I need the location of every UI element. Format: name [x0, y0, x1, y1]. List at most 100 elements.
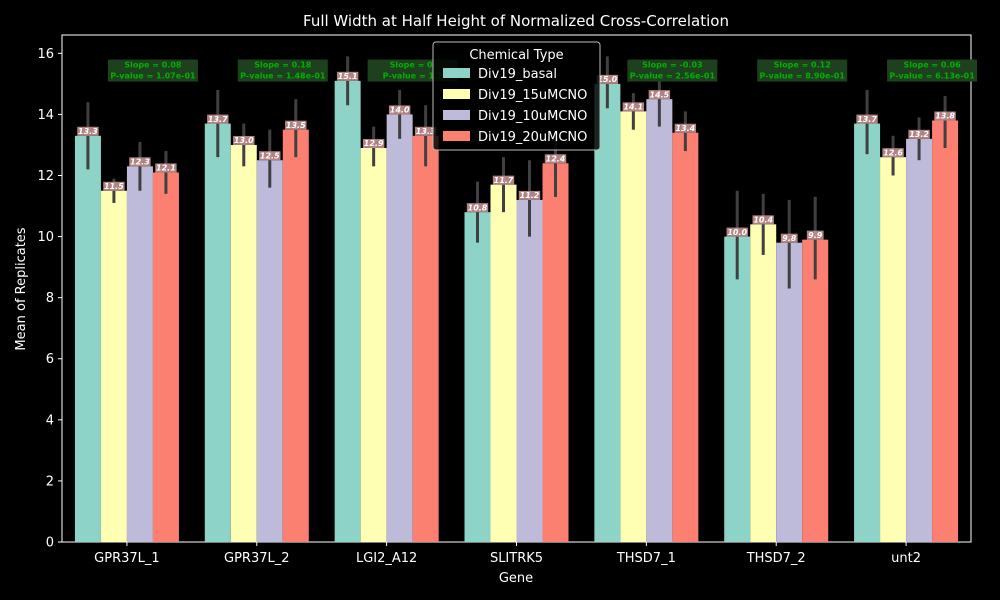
- legend-label: Div19_10uMCNO: [478, 109, 587, 124]
- stat-annotation-bg: [107, 59, 198, 82]
- data-label: 14.0: [390, 106, 410, 115]
- slope-annotation: Slope = 0.12: [774, 61, 831, 70]
- x-tick-label: unt2: [891, 551, 921, 566]
- data-label-bg: [806, 230, 824, 240]
- bar: [74, 135, 101, 542]
- bar: [256, 160, 283, 542]
- bar: [412, 135, 439, 542]
- data-label-bg: [518, 190, 541, 200]
- data-label-bg: [596, 74, 619, 84]
- data-label-bg: [336, 71, 359, 81]
- legend-label: Div19_basal: [478, 67, 557, 82]
- x-tick-label: GPR37L_1: [94, 551, 160, 566]
- slope-annotation: Slope = -0.03: [642, 61, 702, 70]
- data-label-bg: [155, 163, 177, 173]
- data-label-bg: [882, 148, 904, 158]
- y-tick-label: 4: [46, 413, 54, 428]
- plot-area: 13.3 11.5 12.3 12.1 13.7 13.0 12.5 13.5 15.1 12.9…: [61, 34, 978, 543]
- bar: [490, 184, 517, 543]
- data-label: 12.9: [364, 139, 384, 148]
- bar: [724, 236, 751, 542]
- data-label: 15.0: [597, 75, 617, 84]
- y-tick-label: 6: [46, 352, 54, 367]
- stat-annotation-bg: [757, 59, 848, 82]
- bar: [906, 138, 933, 542]
- slope-annotation: Slope = 0.: [390, 61, 436, 70]
- x-tick-label: THSD7_2: [746, 551, 806, 566]
- data-label-bg: [233, 135, 255, 145]
- y-tick-label: 14: [37, 108, 54, 123]
- data-label: 12.4: [546, 154, 566, 163]
- y-tick-label: 0: [46, 536, 54, 551]
- data-label-bg: [388, 105, 411, 115]
- data-label: 10.8: [468, 203, 488, 212]
- bar: [750, 224, 777, 542]
- data-label: 12.3: [130, 158, 150, 167]
- data-label: 12.6: [883, 148, 903, 157]
- data-label-bg: [362, 139, 385, 149]
- data-label: 13.4: [675, 124, 695, 133]
- data-label-bg: [648, 90, 671, 100]
- data-label: 13.0: [234, 136, 254, 145]
- legend-label: Div19_15uMCNO: [478, 88, 587, 103]
- data-label: 14.5: [649, 90, 669, 99]
- data-label: 15.1: [338, 72, 358, 81]
- stat-annotation-bg: [237, 59, 328, 82]
- bar: [672, 132, 699, 543]
- data-label: 12.1: [156, 164, 176, 173]
- legend-swatch: [443, 110, 470, 120]
- x-tick-label: THSD7_1: [616, 551, 676, 566]
- x-tick-label: LGI2_A12: [356, 551, 417, 566]
- data-label-bg: [492, 175, 515, 185]
- data-label: 13.3: [78, 127, 98, 136]
- stat-annotation-bg: [887, 59, 978, 82]
- bar: [100, 190, 127, 542]
- bar: [386, 114, 413, 542]
- data-label-bg: [752, 215, 774, 225]
- bar: [152, 172, 179, 542]
- chart-title: Full Width at Half Height of Normalized …: [303, 12, 729, 30]
- pvalue-annotation: P-value = 6.13e-01: [889, 72, 975, 81]
- data-label-bg: [544, 154, 567, 164]
- data-label: 9.8: [782, 234, 797, 243]
- x-axis: GPR37L_1 GPR37L_2 LGI2_A12 SLITRK5 THSD7_1 TH…: [94, 542, 921, 566]
- data-label: 14.1: [623, 103, 643, 112]
- pvalue-annotation: P-value = 1.48e-01: [240, 72, 326, 81]
- slope-annotation: Slope = 0.18: [254, 61, 312, 70]
- legend-swatch: [443, 131, 470, 141]
- data-label-bg: [780, 233, 798, 243]
- y-axis-label: Mean of Replicates: [14, 227, 29, 350]
- data-label-bg: [207, 114, 229, 124]
- data-label: 9.9: [808, 231, 823, 240]
- data-label: 13.2: [909, 130, 929, 139]
- data-label: 10.0: [727, 228, 747, 237]
- data-label: 11.7: [494, 176, 514, 185]
- legend: Chemical Type Div19_basal Div19_15uMCNO Div…: [432, 41, 601, 151]
- bar: [282, 129, 309, 542]
- data-label: 13.5: [286, 121, 306, 130]
- y-axis: 0 2 4 6 8 10 12 14 16: [37, 47, 62, 551]
- data-label-bg: [856, 114, 878, 124]
- bar: [542, 163, 569, 543]
- data-label: 11.2: [520, 191, 540, 200]
- data-label-bg: [908, 129, 930, 139]
- y-tick-label: 8: [46, 291, 54, 306]
- legend-swatch: [443, 89, 470, 99]
- x-tick-label: GPR37L_2: [224, 551, 290, 566]
- stat-annotation-bg: [627, 59, 718, 82]
- bar: [204, 123, 231, 542]
- data-label: 11.5: [104, 182, 124, 191]
- data-label-bg: [726, 227, 748, 237]
- bar: [854, 123, 881, 542]
- data-label: 13.7: [208, 115, 228, 124]
- bar: [126, 166, 153, 542]
- data-label-bg: [129, 157, 151, 167]
- bar: [620, 111, 647, 543]
- bar: [464, 212, 491, 542]
- x-tick-label: SLITRK5: [490, 551, 543, 566]
- data-label-bg: [466, 203, 489, 213]
- bar: [230, 144, 257, 542]
- data-label-bg: [259, 151, 281, 161]
- y-tick-label: 12: [37, 169, 54, 184]
